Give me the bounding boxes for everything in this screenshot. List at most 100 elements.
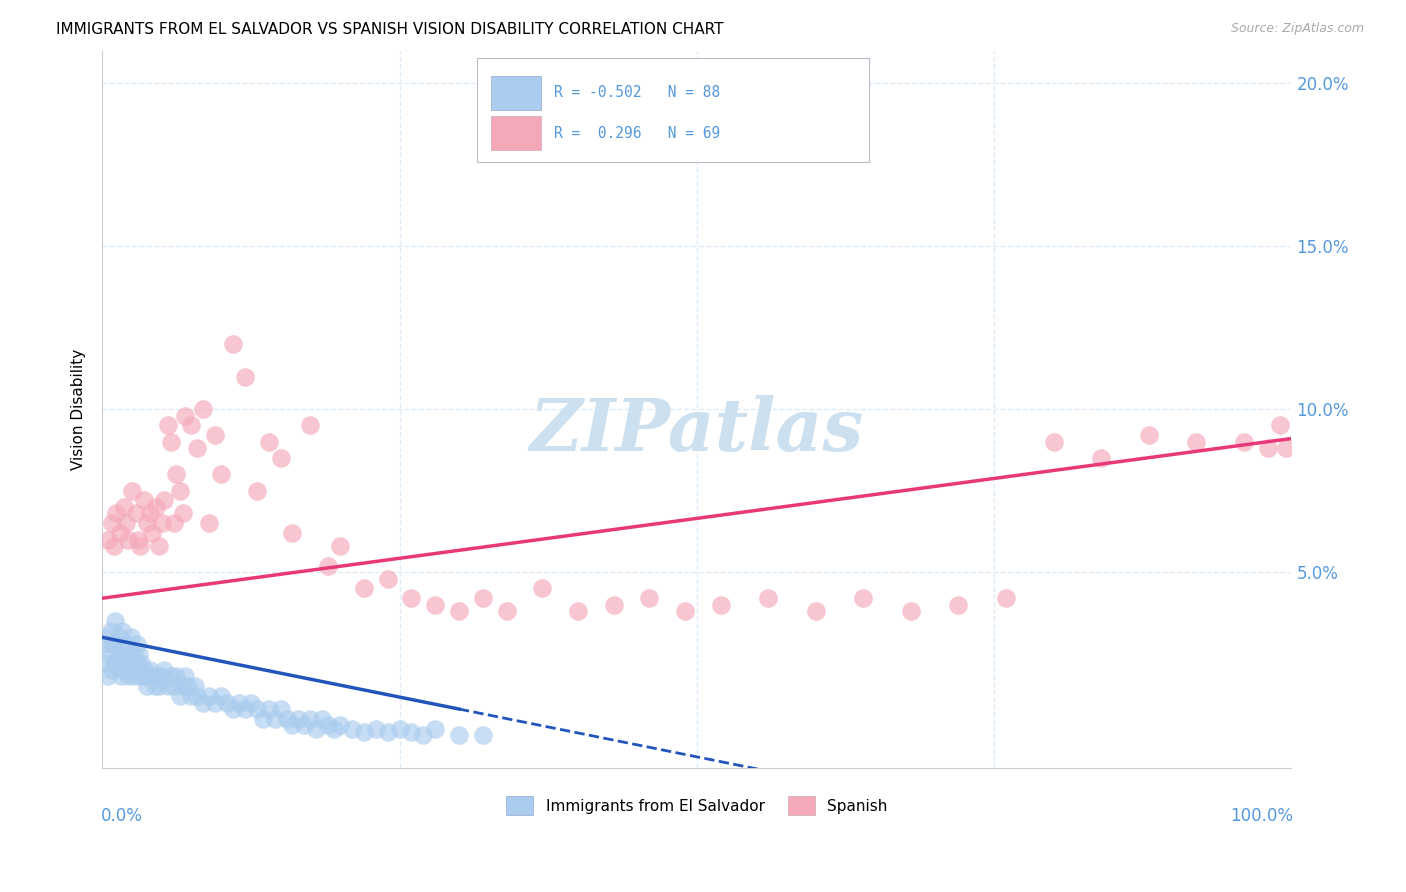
Point	[145, 500, 167, 514]
Point	[276, 712, 298, 726]
Bar	[491, 76, 541, 111]
Point	[377, 724, 399, 739]
Point	[177, 679, 200, 693]
Point	[412, 728, 434, 742]
Point	[186, 689, 208, 703]
Point	[209, 467, 232, 482]
Point	[136, 679, 159, 693]
Point	[98, 647, 121, 661]
Point	[1090, 451, 1112, 466]
Text: ZIPatlas: ZIPatlas	[530, 395, 863, 467]
Point	[146, 669, 169, 683]
Point	[115, 516, 138, 531]
Point	[270, 702, 292, 716]
Point	[222, 702, 245, 716]
Point	[134, 669, 156, 683]
Point	[329, 539, 352, 553]
Bar	[491, 116, 541, 151]
Point	[198, 516, 221, 531]
Point	[311, 712, 333, 726]
Point	[377, 572, 399, 586]
Point	[107, 647, 129, 661]
Point	[114, 663, 136, 677]
Point	[174, 409, 197, 423]
Y-axis label: Vision Disability: Vision Disability	[72, 349, 86, 470]
Point	[120, 631, 142, 645]
Point	[673, 604, 696, 618]
Point	[105, 637, 128, 651]
Point	[110, 669, 132, 683]
Point	[105, 507, 128, 521]
Point	[143, 679, 166, 693]
Point	[115, 657, 138, 671]
Point	[153, 663, 176, 677]
Point	[299, 418, 322, 433]
Point	[165, 467, 187, 482]
Point	[124, 507, 146, 521]
Point	[141, 526, 163, 541]
Point	[900, 604, 922, 618]
Point	[353, 724, 375, 739]
Point	[425, 598, 447, 612]
Point	[156, 679, 179, 693]
Point	[1042, 434, 1064, 449]
Point	[184, 679, 207, 693]
Point	[1233, 434, 1256, 449]
Point	[112, 647, 135, 661]
Point	[495, 604, 517, 618]
Point	[153, 493, 176, 508]
Point	[340, 722, 363, 736]
Point	[209, 689, 232, 703]
Text: R =  0.296   N = 69: R = 0.296 N = 69	[554, 126, 720, 141]
Point	[100, 516, 122, 531]
Point	[710, 598, 733, 612]
Point	[174, 669, 197, 683]
Point	[112, 500, 135, 514]
Point	[118, 647, 141, 661]
Point	[329, 718, 352, 732]
Point	[131, 657, 153, 671]
Point	[150, 669, 173, 683]
Point	[204, 428, 226, 442]
Point	[169, 483, 191, 498]
Point	[108, 631, 131, 645]
Legend: Immigrants from El Salvador, Spanish: Immigrants from El Salvador, Spanish	[501, 790, 894, 821]
Point	[316, 558, 339, 573]
Point	[139, 663, 162, 677]
Point	[172, 507, 194, 521]
Text: 0.0%: 0.0%	[101, 807, 143, 825]
Point	[425, 722, 447, 736]
FancyBboxPatch shape	[477, 58, 869, 161]
Point	[270, 451, 292, 466]
Point	[103, 657, 125, 671]
Text: 100.0%: 100.0%	[1230, 807, 1292, 825]
Point	[602, 598, 624, 612]
Point	[180, 689, 202, 703]
Point	[447, 728, 470, 742]
Point	[162, 516, 184, 531]
Point	[117, 533, 139, 547]
Point	[257, 434, 280, 449]
Point	[198, 689, 221, 703]
Point	[756, 591, 779, 606]
Point	[101, 637, 124, 651]
Point	[100, 624, 122, 638]
Point	[129, 539, 152, 553]
Point	[108, 526, 131, 541]
Point	[121, 663, 143, 677]
Point	[127, 663, 149, 677]
Point	[1185, 434, 1208, 449]
Point	[129, 669, 152, 683]
Point	[246, 702, 269, 716]
Point	[180, 418, 202, 433]
Point	[204, 696, 226, 710]
Point	[127, 533, 149, 547]
Point	[124, 657, 146, 671]
Point	[281, 526, 304, 541]
Point	[1268, 418, 1291, 433]
Point	[186, 442, 208, 456]
Point	[252, 712, 274, 726]
Point	[162, 679, 184, 693]
Point	[233, 702, 256, 716]
Point	[104, 614, 127, 628]
